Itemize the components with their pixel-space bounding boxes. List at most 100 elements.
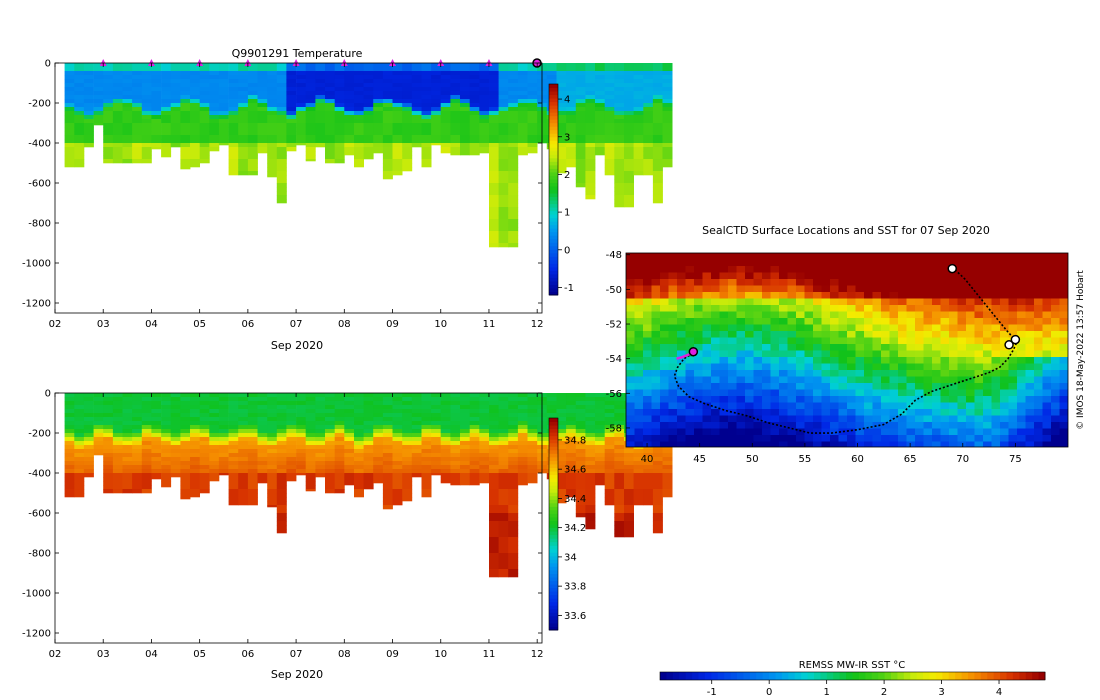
profile-cell [247,421,258,426]
profile-cell [392,139,403,144]
profile-cell [122,417,133,422]
profile-cell [363,87,374,92]
sst-cell [957,376,967,384]
profile-cell [238,103,249,108]
sst-cell [813,409,822,416]
profile-cell [421,99,432,104]
profile-cell [228,457,239,462]
profile-cell [566,429,577,434]
sst-cell [685,279,695,286]
profile-cell [132,449,143,454]
sst-cell [626,376,635,384]
profile-cell [112,95,123,100]
x-tick-label: 03 [97,319,110,330]
profile-cell [354,87,364,92]
profile-cell [402,119,413,124]
sst-cell [915,357,924,364]
profile-cell [315,107,326,112]
profile-cell [122,87,133,92]
profile-cell [373,425,384,430]
colorbar-swatch [549,605,558,610]
profile-cell [479,131,490,136]
profile-cell [286,401,297,406]
profile-cell [566,131,577,136]
profile-cell [218,445,229,450]
sst-cell [634,259,644,267]
sst-cell [923,409,933,416]
profile-cell [141,135,152,140]
profile-cell [431,409,442,414]
profile-cell [440,67,451,72]
profile-cell [112,123,123,128]
profile-cell [64,107,75,112]
profile-cell [373,127,384,132]
profile-cell [498,501,509,506]
profile-cell [508,211,519,216]
profile-cell [257,75,268,80]
profile-cell [209,71,220,76]
sst-cell [1000,350,1009,358]
sst-cell [1025,298,1035,306]
profile-cell [508,119,519,124]
profile-cell [575,409,586,414]
profile-cell [276,401,287,406]
sst-cell [898,383,907,390]
profile-cell [334,151,345,156]
profile-cell [556,397,567,402]
profile-cell [64,477,75,482]
profile-cell [334,71,345,76]
profile-cell [508,517,519,522]
profile-cell [257,91,268,96]
profile-cell [382,95,393,100]
profile-cell [170,71,181,76]
profile-cell [363,71,374,76]
profile-cell [151,67,162,72]
profile-cell [286,413,297,418]
sst-cell [651,298,661,306]
profile-cell [305,405,316,410]
sst-cell [736,318,746,325]
profile-cell [64,409,75,414]
sst-cell [957,292,967,299]
profile-cell [421,151,432,156]
profile-cell [373,95,384,100]
profile-cell [267,107,278,112]
profile-cell [652,461,663,466]
sst-cell [974,415,984,423]
profile-cell [411,87,422,92]
profile-cell [652,183,663,188]
profile-cell [556,421,567,426]
profile-cell [325,135,335,140]
profile-cell [267,429,278,434]
profile-cell [508,401,519,406]
sst-cell [898,389,907,397]
profile-cell [402,489,413,494]
colorbar-swatch [549,263,558,268]
profile-cell [431,135,442,140]
profile-cell [662,473,673,478]
profile-cell [161,473,172,478]
profile-cell [604,429,615,434]
profile-cell [411,421,422,426]
colorbar-swatch [549,584,558,589]
profile-cell [489,401,499,406]
profile-cell [556,95,567,100]
profile-cell [276,485,287,490]
profile-cell [450,91,461,96]
sst-cell [949,409,958,416]
profile-cell [392,393,403,398]
profile-cell [460,453,470,458]
profile-cell [614,417,625,422]
sst-cell [966,344,975,351]
sst-cell [864,311,873,319]
profile-cell [325,473,335,478]
x-tick-label: 12 [531,649,544,660]
profile-cell [209,111,220,116]
profile-cell [498,63,509,68]
profile-cell [575,401,586,406]
sst-cell [702,396,712,403]
profile-cell [305,457,316,462]
profile-cell [267,127,278,132]
sst-cell [762,331,771,338]
sst-cell [787,253,797,260]
